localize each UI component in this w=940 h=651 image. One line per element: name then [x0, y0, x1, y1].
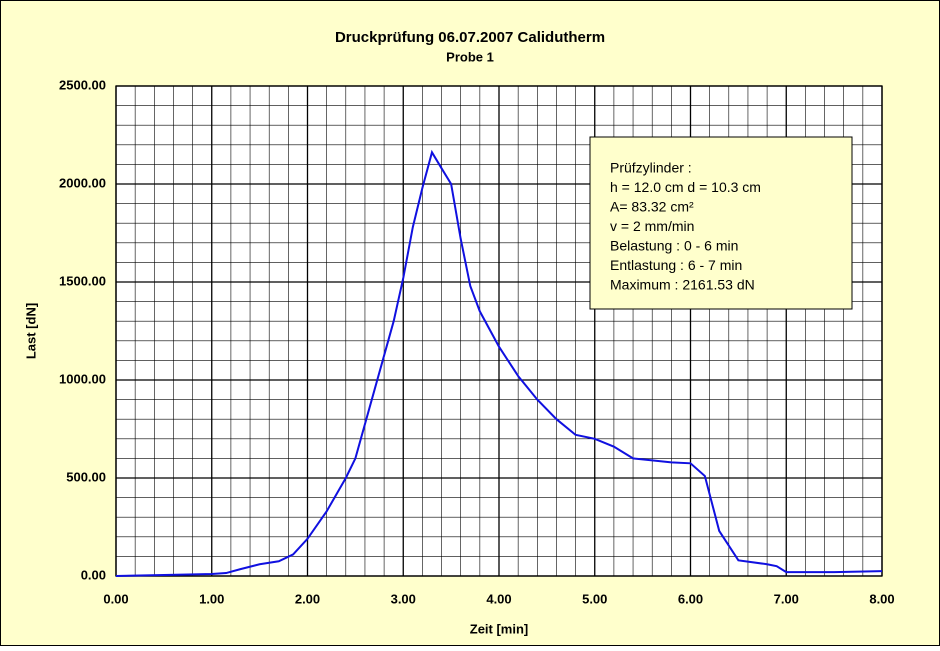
- x-tick-label: 7.00: [774, 591, 799, 606]
- y-tick-label: 500.00: [66, 469, 106, 484]
- y-tick-label: 2000.00: [59, 175, 106, 190]
- annotation-line: h = 12.0 cm d = 10.3 cm: [610, 179, 761, 195]
- x-axis-label: Zeit [min]: [470, 621, 529, 636]
- y-tick-label: 1000.00: [59, 371, 106, 386]
- x-tick-label: 3.00: [391, 591, 416, 606]
- annotation-line: Entlastung : 6 - 7 min: [610, 257, 742, 273]
- y-tick-label: 2500.00: [59, 77, 106, 92]
- y-axis-label: Last [dN]: [23, 303, 38, 359]
- x-tick-label: 4.00: [486, 591, 511, 606]
- annotation-line: Prüfzylinder :: [610, 160, 692, 176]
- chart-title: Druckprüfung 06.07.2007 Calidutherm: [335, 29, 605, 46]
- y-tick-label: 1500.00: [59, 273, 106, 288]
- plot-border: [115, 85, 883, 577]
- chart-subtitle: Probe 1: [446, 49, 494, 64]
- x-tick-label: 5.00: [582, 591, 607, 606]
- x-tick-label: 0.00: [103, 591, 128, 606]
- x-tick-label: 6.00: [678, 591, 703, 606]
- annotation-line: Belastung : 0 - 6 min: [610, 238, 738, 254]
- annotation-line: Maximum : 2161.53 dN: [610, 277, 755, 293]
- annotation-box: [589, 136, 853, 310]
- x-tick-label: 2.00: [295, 591, 320, 606]
- x-tick-label: 8.00: [869, 591, 894, 606]
- y-tick-label: 0.00: [81, 567, 106, 582]
- annotation-line: v = 2 mm/min: [610, 218, 694, 234]
- data-line: [115, 149, 883, 577]
- x-tick-label: 1.00: [199, 591, 224, 606]
- annotation-line: A= 83.32 cm²: [610, 199, 694, 215]
